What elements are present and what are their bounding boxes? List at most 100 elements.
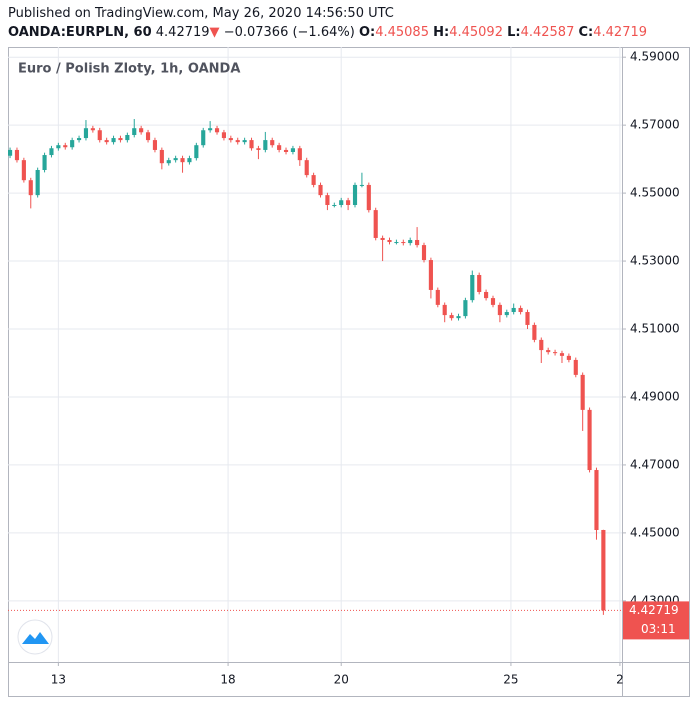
candle-body: [449, 315, 454, 319]
candle-body: [359, 184, 364, 186]
x-tick-label: 2: [616, 673, 624, 687]
candle-body: [546, 350, 551, 353]
c-label: C:: [578, 25, 594, 40]
candle-body: [318, 184, 323, 196]
candle-body: [283, 149, 289, 152]
o-label: O:: [358, 25, 376, 40]
frame: [8, 47, 690, 697]
candle-body: [270, 140, 275, 146]
candle-body: [35, 170, 40, 196]
candle-body: [97, 130, 102, 141]
symbol-line: OANDA:EURPLN, 60 4.42719▼ −0.07366 (−1.6…: [8, 23, 647, 42]
candle-body: [90, 128, 95, 131]
candle-body: [477, 274, 482, 292]
candle-body: [228, 138, 233, 141]
candle-body: [553, 352, 558, 354]
candle-body: [235, 140, 240, 143]
candle-body: [435, 289, 440, 305]
candle-body: [277, 145, 282, 150]
published: Published on TradingView.com, May 26, 20…: [8, 6, 394, 21]
candle-body: [304, 160, 309, 176]
candle-body: [214, 128, 220, 133]
x-tick-label: 18: [220, 673, 235, 687]
grid: [8, 47, 622, 662]
candle-body: [49, 148, 54, 156]
h-label: H:: [433, 25, 450, 40]
candle-body: [249, 140, 254, 149]
candle-body: [83, 128, 89, 139]
candle-body: [194, 145, 199, 159]
x-tick-label: 13: [51, 673, 66, 687]
candle-body: [311, 175, 316, 185]
candle-body: [504, 312, 509, 316]
x-tick-label: 25: [503, 673, 518, 687]
candle-body: [408, 239, 413, 244]
change: −0.07366 (−1.64%): [223, 25, 355, 40]
o: 4.45085: [375, 25, 429, 40]
candle-body: [415, 239, 420, 246]
candle-body: [442, 304, 447, 316]
candle-body: [21, 160, 26, 181]
last: 4.42719: [155, 25, 210, 40]
candle-body: [456, 316, 461, 319]
candle-body: [8, 149, 13, 156]
l-label: L:: [507, 25, 521, 40]
candle-body: [28, 180, 33, 196]
candle-body: [152, 140, 158, 150]
candle-body: [566, 355, 571, 360]
countdown: 03:11: [641, 622, 676, 636]
candle-body: [173, 158, 178, 161]
candle-body: [290, 148, 295, 152]
candle-body: [484, 291, 489, 299]
y-tick-label: 4.55000: [630, 186, 680, 200]
candles: [8, 119, 606, 615]
candle-body: [394, 242, 399, 244]
y-tick-label: 4.49000: [630, 389, 680, 403]
candle-body: [573, 359, 578, 375]
candle-body: [387, 239, 392, 243]
candle-body: [463, 300, 468, 317]
candle-body: [201, 130, 206, 146]
y-tick-label: 4.51000: [630, 322, 680, 336]
candle-body: [145, 132, 151, 141]
symbol: OANDA:EURPLN, 60: [8, 25, 152, 40]
y-tick-label: 4.45000: [630, 525, 680, 539]
candle-body: [132, 128, 137, 136]
candle-body: [332, 204, 337, 206]
candle-body: [539, 339, 544, 351]
candle-body: [559, 353, 565, 356]
candle-body: [111, 138, 116, 143]
candle-body: [180, 158, 185, 163]
candle-body: [373, 210, 378, 238]
candle-body: [580, 374, 585, 410]
candle-body: [421, 245, 427, 261]
candle-body: [518, 307, 523, 313]
candle-body: [76, 138, 82, 141]
candle-body: [401, 242, 406, 244]
candle-body: [366, 184, 371, 211]
header: Published on TradingView.com, May 26, 20…: [8, 4, 647, 42]
candle-body: [166, 160, 171, 164]
candle-body: [263, 140, 268, 150]
candle-body: [490, 298, 496, 305]
last-price-box: [623, 601, 689, 640]
x-tick-label: 20: [334, 673, 349, 687]
candle-body: [352, 184, 358, 205]
h: 4.45092: [449, 25, 503, 40]
candle-body: [594, 470, 599, 530]
candle-body: [339, 200, 344, 205]
c: 4.42719: [593, 25, 648, 40]
candle-body: [139, 128, 144, 133]
candle-body: [242, 140, 247, 143]
y-tick-label: 4.57000: [630, 118, 680, 132]
candle-body: [118, 138, 123, 141]
logo: [17, 619, 53, 655]
candle-body: [525, 312, 530, 325]
candle-body: [14, 149, 20, 161]
candle-body: [511, 307, 516, 313]
candle-body: [587, 409, 592, 471]
candle-body: [187, 158, 192, 163]
candle-body: [104, 140, 109, 143]
